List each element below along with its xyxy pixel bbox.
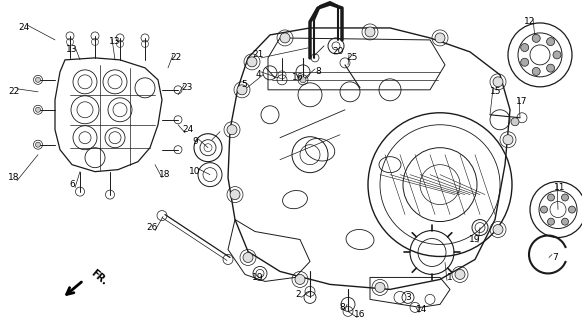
Circle shape: [36, 142, 41, 147]
Circle shape: [546, 38, 555, 46]
Circle shape: [300, 77, 306, 83]
Circle shape: [243, 252, 253, 262]
Text: 11: 11: [554, 183, 566, 192]
Circle shape: [569, 206, 576, 213]
Circle shape: [503, 135, 513, 145]
Text: 15: 15: [490, 87, 502, 96]
Circle shape: [553, 51, 561, 59]
Text: 3: 3: [405, 293, 411, 302]
Text: 22: 22: [171, 53, 182, 62]
Circle shape: [493, 225, 503, 235]
Text: 19: 19: [469, 235, 481, 244]
Text: 25: 25: [346, 53, 358, 62]
Circle shape: [247, 57, 257, 67]
Text: 17: 17: [516, 97, 528, 106]
Text: 23: 23: [182, 83, 193, 92]
Circle shape: [493, 77, 503, 87]
Circle shape: [237, 85, 247, 95]
Text: 4: 4: [255, 70, 261, 79]
Circle shape: [365, 27, 375, 37]
Text: 2: 2: [295, 290, 301, 299]
Text: 18: 18: [8, 173, 20, 182]
Circle shape: [511, 118, 519, 126]
Circle shape: [36, 107, 41, 112]
Text: 18: 18: [159, 170, 171, 179]
Text: 19: 19: [252, 273, 264, 282]
Text: 21: 21: [253, 50, 264, 60]
Circle shape: [562, 218, 569, 225]
Text: 6: 6: [69, 180, 75, 189]
Circle shape: [375, 283, 385, 292]
Circle shape: [546, 64, 555, 72]
Circle shape: [562, 194, 569, 201]
Circle shape: [548, 194, 555, 201]
Circle shape: [435, 33, 445, 43]
Circle shape: [280, 33, 290, 43]
Circle shape: [227, 125, 237, 135]
Text: 12: 12: [524, 18, 535, 27]
Text: 24: 24: [182, 125, 194, 134]
Text: 16: 16: [292, 73, 304, 82]
Text: 13: 13: [66, 45, 78, 54]
Circle shape: [36, 77, 41, 82]
Text: 8: 8: [315, 67, 321, 76]
Text: 1: 1: [447, 273, 453, 282]
Circle shape: [230, 190, 240, 200]
Text: 9: 9: [192, 137, 198, 146]
Circle shape: [295, 275, 305, 284]
Text: FR.: FR.: [89, 268, 109, 287]
Circle shape: [532, 68, 540, 76]
Text: 24: 24: [19, 23, 30, 32]
Circle shape: [548, 218, 555, 225]
Circle shape: [541, 206, 548, 213]
Circle shape: [521, 58, 528, 66]
Circle shape: [521, 44, 528, 52]
Text: 13: 13: [109, 37, 120, 46]
Text: 26: 26: [146, 223, 158, 232]
Text: 20: 20: [332, 47, 344, 56]
Text: 14: 14: [416, 305, 428, 314]
Circle shape: [532, 34, 540, 42]
Text: 5: 5: [241, 80, 247, 89]
Text: 7: 7: [552, 253, 558, 262]
Text: 10: 10: [189, 167, 201, 176]
Text: 16: 16: [354, 310, 365, 319]
Text: 22: 22: [8, 87, 20, 96]
Text: 8: 8: [339, 303, 345, 312]
Circle shape: [455, 269, 465, 279]
